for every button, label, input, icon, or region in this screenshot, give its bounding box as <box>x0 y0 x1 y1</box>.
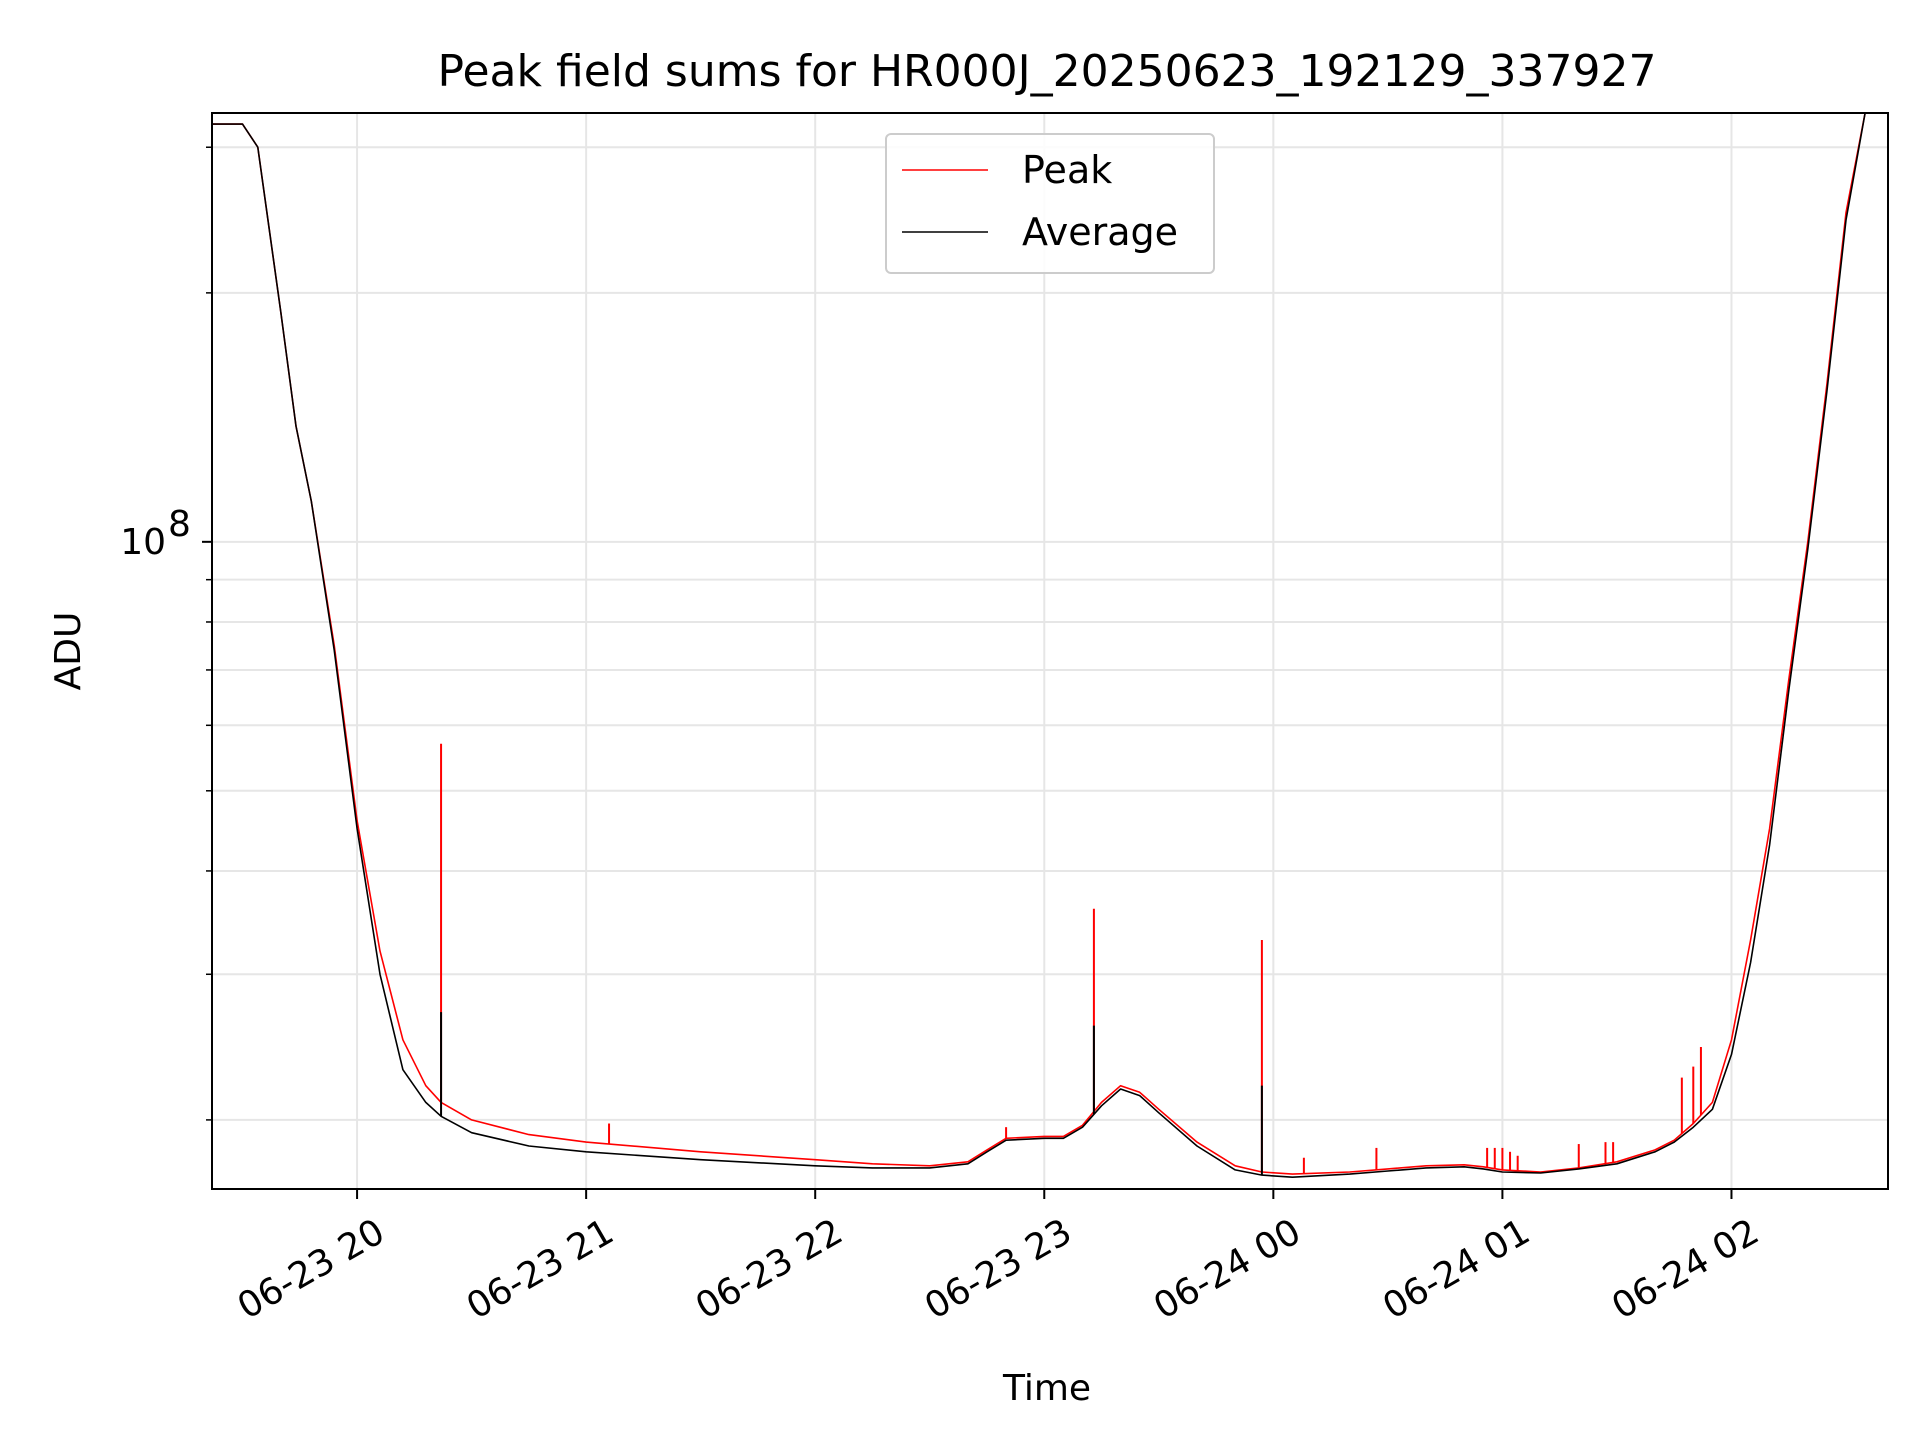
y-tick-label-exponent: 8 <box>168 504 191 545</box>
legend-box <box>885 133 1215 274</box>
y-axis-label: ADU <box>48 612 89 691</box>
legend-label-average: Average <box>1022 210 1178 254</box>
legend: Peak Average <box>885 133 1215 274</box>
average-series <box>212 113 1888 1178</box>
y-tick-label: 10 <box>120 522 166 563</box>
x-axis-label: Time <box>1002 1368 1091 1409</box>
plot-frame <box>211 112 1889 1190</box>
grid <box>212 113 1888 1189</box>
peak-line <box>212 113 1888 1175</box>
chart-title: Peak field sums for HR000J_20250623_1921… <box>438 46 1657 97</box>
average-line <box>212 113 1888 1178</box>
plot-series <box>212 113 1888 1178</box>
legend-label-peak: Peak <box>1022 148 1112 192</box>
